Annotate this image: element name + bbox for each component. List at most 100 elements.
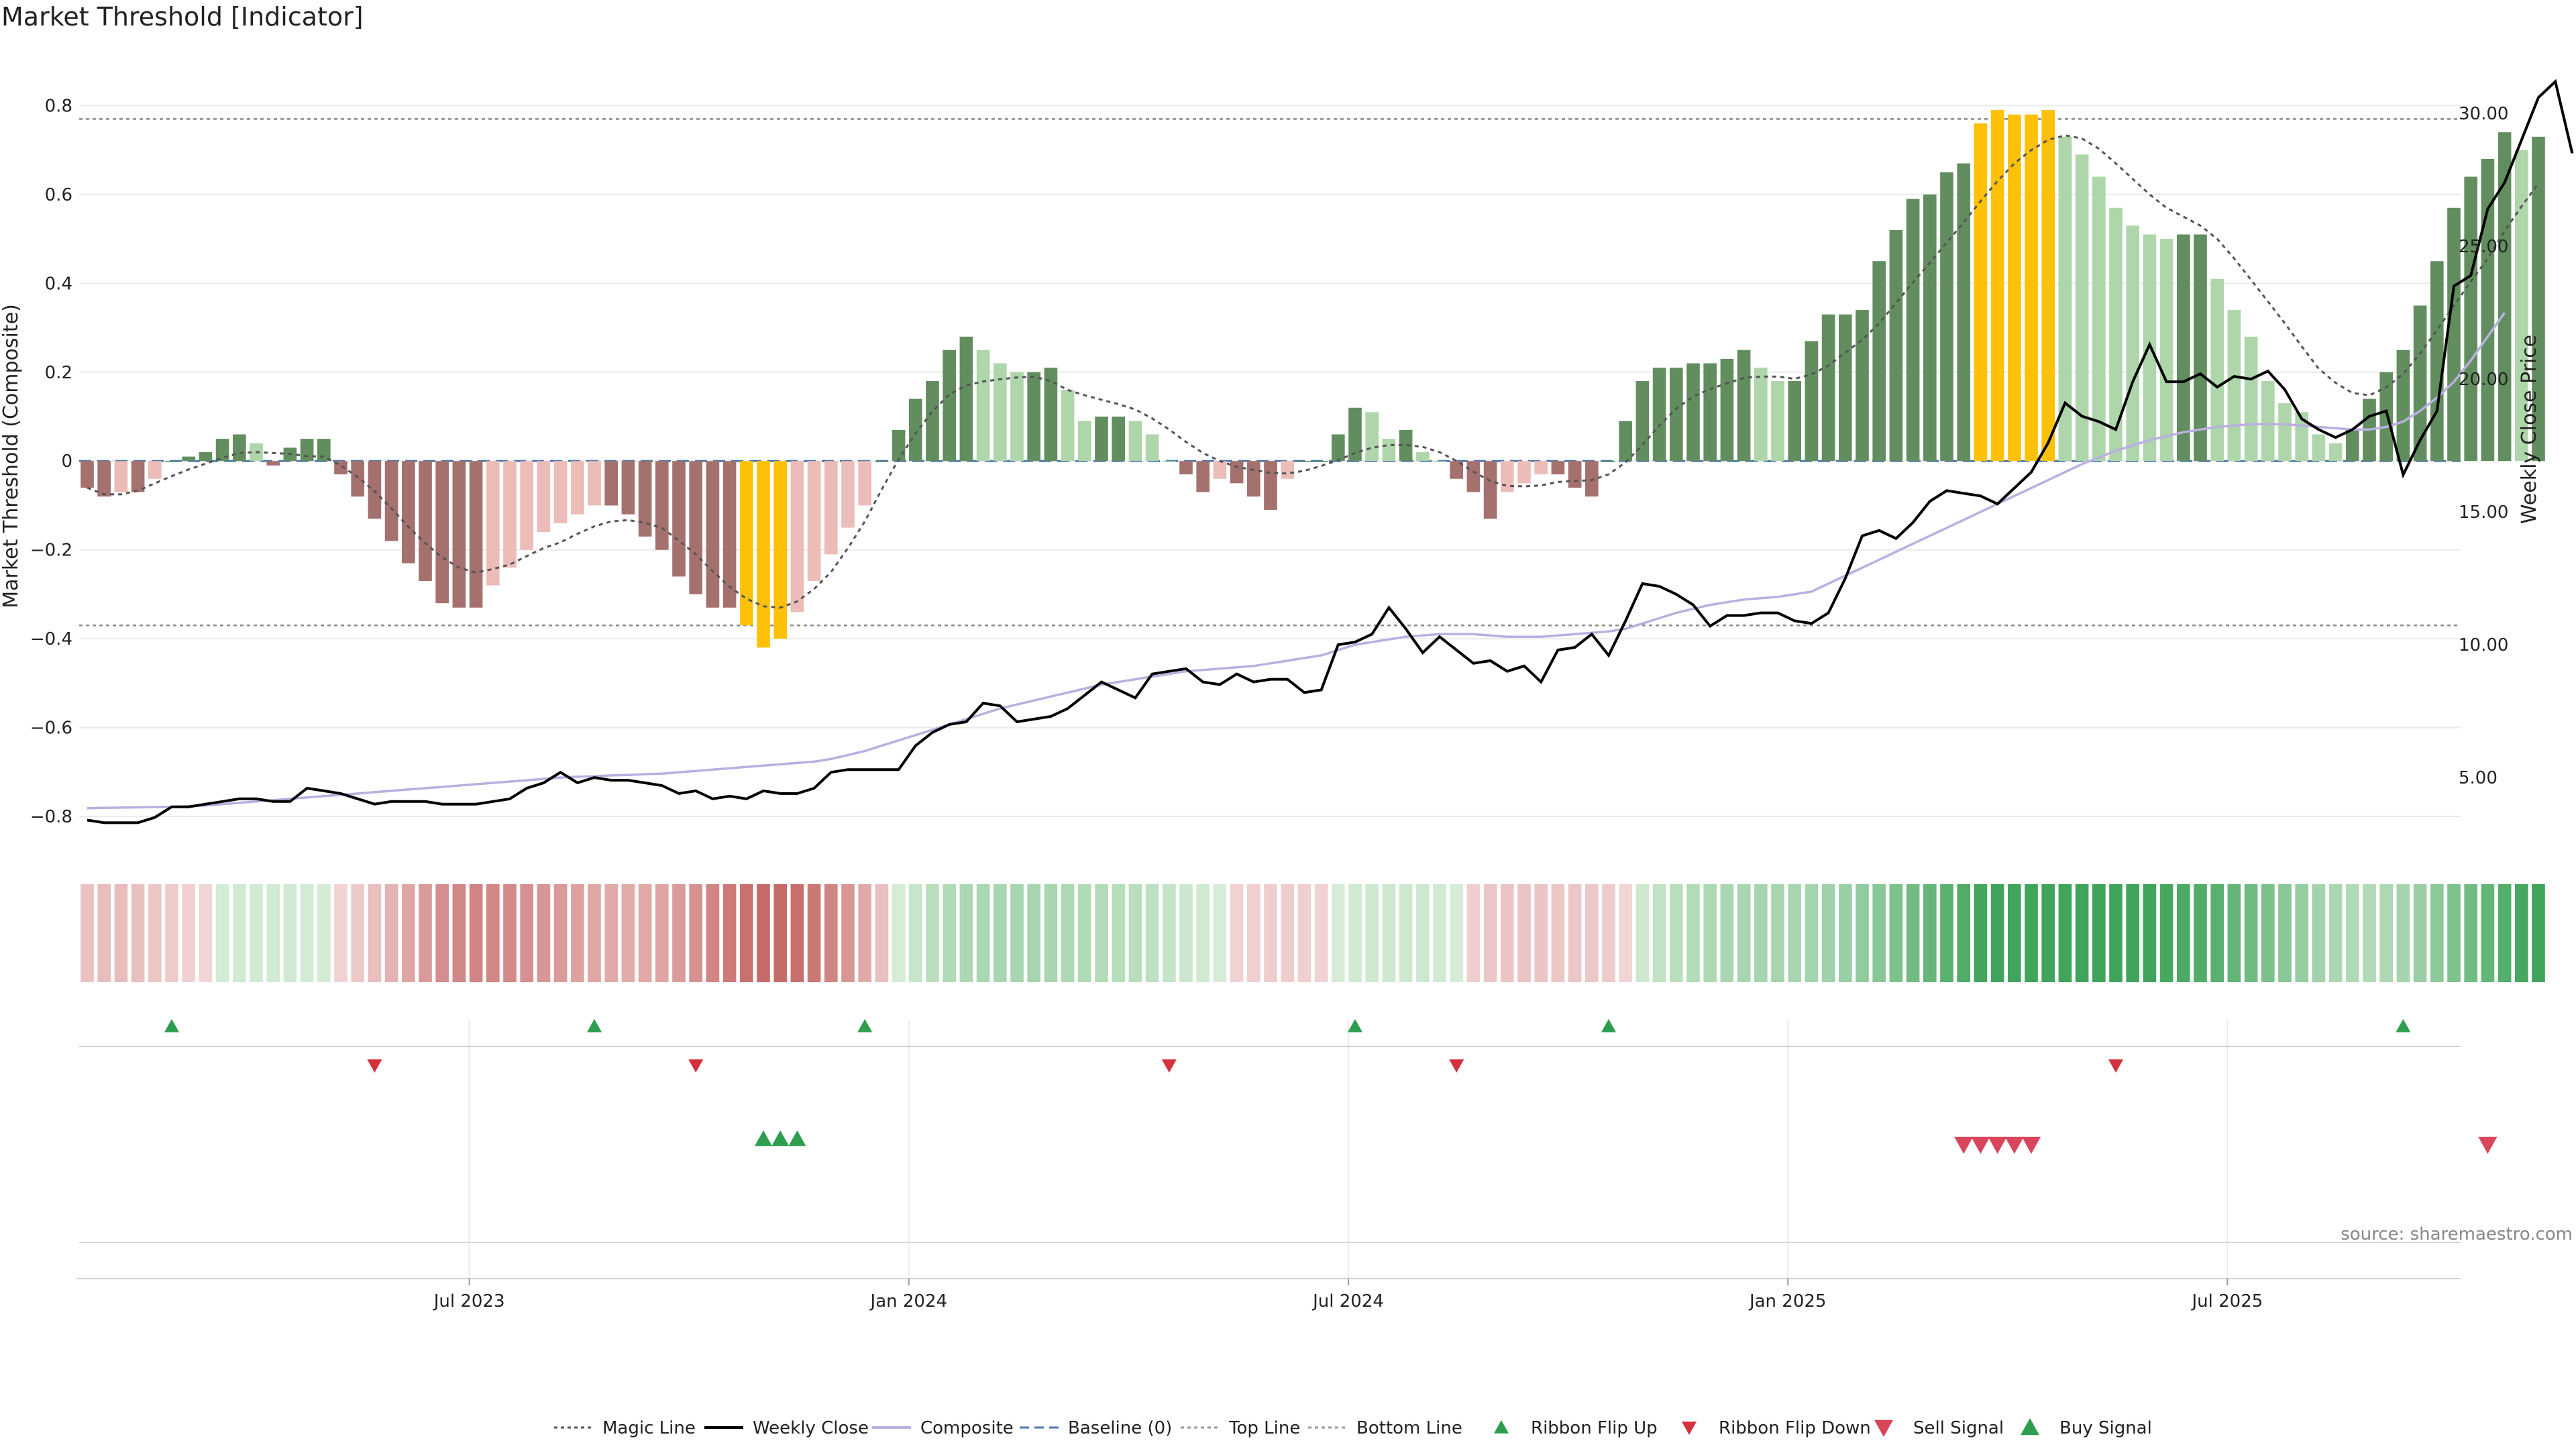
ribbon-cell [892, 884, 906, 982]
ribbon-cell [2514, 884, 2528, 982]
ribbon-cell [1652, 884, 1666, 982]
ribbon-cell [757, 884, 770, 982]
ribbon-cell [1602, 884, 1615, 982]
ribbon-cell [655, 884, 669, 982]
ribbon-cell [1213, 884, 1227, 982]
ribbon-cell [1433, 884, 1446, 982]
ribbon-cell [908, 884, 922, 982]
buy-signal-marker [788, 1130, 806, 1146]
composite-bar [875, 461, 889, 462]
composite-bar [199, 452, 213, 462]
legend-label: Top Line [1228, 1418, 1300, 1438]
composite-bar [1061, 390, 1075, 462]
composite-bar [1095, 417, 1108, 462]
ribbon-flip-markers [79, 1019, 2461, 1073]
ribbon-cell [452, 884, 466, 982]
y-axis-label: Market Threshold (Composite) [0, 304, 23, 608]
composite-bar [2025, 114, 2038, 462]
ribbon-cell [1044, 884, 1058, 982]
ribbon-cell [486, 884, 500, 982]
y-tick-label: −0.8 [30, 807, 72, 827]
composite-bar [2244, 336, 2258, 462]
ribbon-cell [165, 884, 178, 982]
legend-item: Magic Line [554, 1418, 696, 1438]
composite-bar [1652, 368, 1666, 462]
composite-bar [1399, 429, 1413, 462]
composite-bar [1856, 310, 1869, 462]
composite-bar [2345, 429, 2359, 462]
composite-bar [148, 461, 162, 479]
ribbon-cell [1162, 884, 1176, 982]
composite-bar [722, 461, 737, 608]
composite-bar [1281, 461, 1295, 479]
composite-bar [1112, 417, 1126, 462]
composite-bar [1990, 110, 2004, 462]
composite-bar [1940, 172, 1953, 462]
ribbon-cell [1754, 884, 1768, 982]
ribbon-cell [841, 884, 855, 982]
composite-bar [976, 350, 990, 462]
composite-bar [959, 336, 973, 462]
ribbon-cell [2109, 884, 2123, 982]
composite-bar [1517, 461, 1531, 484]
sell-signal-marker [1971, 1136, 1990, 1154]
ribbon-cell [250, 884, 263, 982]
sell-signal-marker [2004, 1136, 2024, 1154]
composite-bar [1128, 421, 1142, 462]
ribbon-cell [621, 884, 635, 982]
legend-item: Baseline (0) [1020, 1418, 1172, 1438]
legend-item: Buy Signal [2021, 1418, 2152, 1438]
composite-bar [537, 461, 551, 533]
legend-item: Bottom Line [1308, 1418, 1462, 1438]
y2-axis-label: Weekly Close Price [2518, 335, 2541, 524]
composite-bar [2092, 176, 2106, 462]
buy-signal-marker [755, 1130, 772, 1146]
composite-bar [2514, 150, 2528, 462]
composite-bar [384, 461, 398, 541]
ribbon-cell [537, 884, 551, 982]
ribbon-cell [1720, 884, 1734, 982]
ribbon-cell [2075, 884, 2089, 982]
composite-bar [2227, 310, 2241, 462]
ribbon-cell [604, 884, 619, 982]
composite-bar [1669, 368, 1683, 462]
ribbon-cell [2481, 884, 2495, 982]
composite-bar [2041, 110, 2055, 462]
composite-bar [266, 461, 280, 466]
ribbon-cell [1517, 884, 1531, 982]
composite-bar [1466, 461, 1481, 492]
ribbon-cell [807, 884, 821, 982]
composite-bar [1872, 261, 1886, 462]
legend-item: Composite [872, 1418, 1014, 1438]
composite-bar [2278, 403, 2292, 462]
composite-bar [2261, 381, 2275, 462]
ribbon-cell [570, 884, 584, 982]
ribbon-cell [1281, 884, 1295, 982]
x-tick-label: Jul 2024 [1311, 1291, 1384, 1311]
composite-bar [926, 381, 939, 462]
composite-bar [165, 461, 178, 462]
ribbon-cell [435, 884, 449, 982]
composite-bar [1179, 461, 1193, 475]
ribbon-cell [300, 884, 314, 982]
ribbon-cell [2345, 884, 2359, 982]
ribbon-cell [1450, 884, 1464, 982]
composite-bar [2007, 114, 2021, 462]
legend-label: Weekly Close [753, 1418, 869, 1438]
ribbon-cell [1856, 884, 1869, 982]
composite-bar [520, 461, 534, 550]
composite-bar [2312, 434, 2326, 462]
composite-bar [672, 461, 686, 577]
composite-bar [790, 461, 804, 612]
ribbon-cell [1906, 884, 1920, 982]
ribbon-flip-up-marker [164, 1019, 179, 1032]
composite-bar [2447, 207, 2461, 462]
composite-bar [2430, 261, 2444, 462]
ribbon-cell [790, 884, 804, 982]
composite-bar [131, 461, 145, 492]
y-tick-label: −0.2 [30, 541, 72, 561]
ribbon-cell [2379, 884, 2394, 982]
composite-bar [1483, 461, 1497, 519]
x-tick-label: Jan 2024 [869, 1291, 948, 1311]
ribbon-cell [943, 884, 957, 982]
